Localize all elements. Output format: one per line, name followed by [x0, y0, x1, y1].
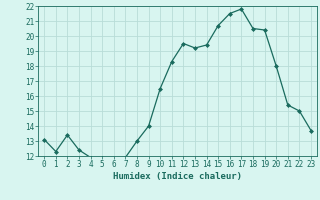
X-axis label: Humidex (Indice chaleur): Humidex (Indice chaleur): [113, 172, 242, 181]
